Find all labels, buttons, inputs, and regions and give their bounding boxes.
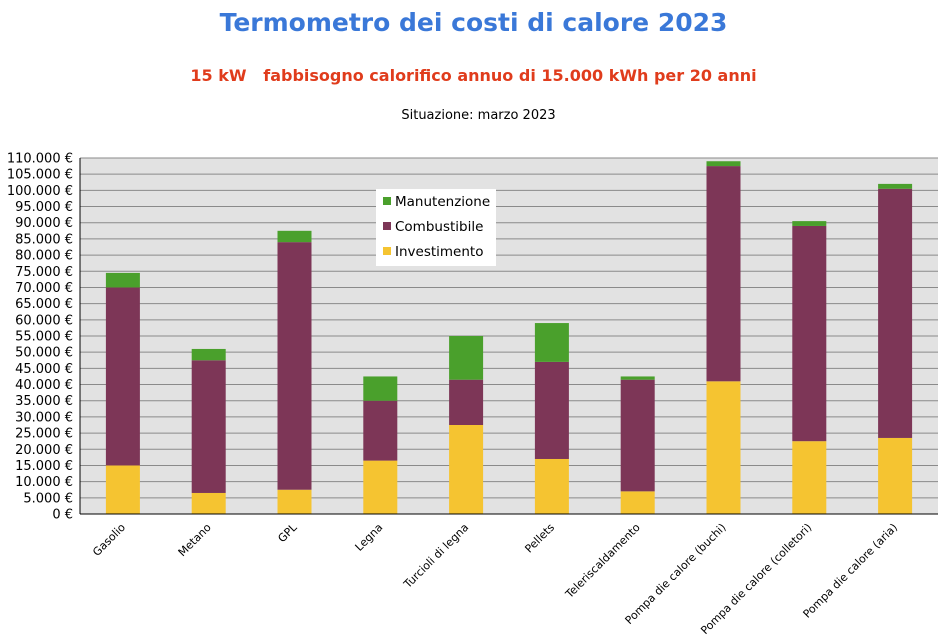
legend-item-combustibile: Combustibile <box>383 219 483 239</box>
y-tick-label: 50.000 € <box>15 346 73 361</box>
y-tick-label: 80.000 € <box>15 249 73 264</box>
status-date: Situazione: marzo 2023 <box>401 108 556 123</box>
y-tick-label: 35.000 € <box>15 394 73 409</box>
x-tick-label: Turcioli di legna <box>401 521 472 592</box>
bar-manutenzione <box>191 348 226 361</box>
bar-combustibile <box>105 287 140 466</box>
y-tick-label: 25.000 € <box>15 427 73 442</box>
bar-combustibile <box>449 379 484 425</box>
x-tick-label: Pompa die calore (buchi) <box>623 521 729 627</box>
y-tick-label: 10.000 € <box>15 475 73 490</box>
y-tick-label: 45.000 € <box>15 362 73 377</box>
bar-combustibile <box>363 400 398 461</box>
y-tick-label: 40.000 € <box>15 378 73 393</box>
bar-manutenzione <box>277 230 312 243</box>
y-tick-label: 15.000 € <box>15 459 73 474</box>
bar-manutenzione <box>706 161 741 167</box>
bar-investimento <box>534 458 569 514</box>
bar-investimento <box>449 425 484 514</box>
chart-legend: Manutenzione Combustibile Investimento <box>376 189 496 266</box>
y-tick-label: 110.000 € <box>7 152 73 167</box>
chart-title: Termometro dei costi di calore 2023 <box>219 8 728 37</box>
legend-item-manutenzione: Manutenzione <box>383 194 490 214</box>
bar-manutenzione <box>620 376 655 380</box>
y-tick-label: 90.000 € <box>15 216 73 231</box>
bar-combustibile <box>792 225 827 442</box>
x-tick-label: Metano <box>176 521 214 559</box>
bar-investimento <box>792 441 827 514</box>
y-tick-label: 30.000 € <box>15 410 73 425</box>
legend-swatch-investimento <box>383 247 391 255</box>
y-tick-label: 5.000 € <box>23 491 73 506</box>
x-tick-label: Pellets <box>522 521 557 556</box>
bar-investimento <box>277 489 312 514</box>
bar-combustibile <box>534 361 569 459</box>
y-tick-label: 60.000 € <box>15 313 73 328</box>
y-tick-label: 100.000 € <box>7 184 73 199</box>
bar-combustibile <box>191 360 226 493</box>
y-tick-label: 65.000 € <box>15 297 73 312</box>
bar-investimento <box>363 460 398 514</box>
x-tick-label: Teleriscaldamento <box>562 521 643 602</box>
legend-label-investimento: Investimento <box>395 244 484 260</box>
bar-investimento <box>878 437 913 514</box>
legend-label-combustibile: Combustibile <box>395 219 484 235</box>
x-tick-label: Legna <box>353 521 386 554</box>
y-tick-label: 105.000 € <box>7 168 73 183</box>
bar-combustibile <box>620 379 655 492</box>
bar-combustibile <box>878 188 913 438</box>
bar-investimento <box>620 491 655 514</box>
bar-investimento <box>105 465 140 514</box>
bar-manutenzione <box>792 221 827 226</box>
y-tick-label: 85.000 € <box>15 232 73 247</box>
x-tick-label: Gasolio <box>90 521 128 559</box>
x-tick-label: GPL <box>275 520 300 545</box>
x-tick-label: Pompa die calore (aria) <box>801 521 901 621</box>
bar-combustibile <box>706 166 741 382</box>
bar-manutenzione <box>878 183 913 189</box>
legend-label-manutenzione: Manutenzione <box>395 194 491 210</box>
bar-investimento <box>706 381 741 514</box>
legend-item-investimento: Investimento <box>383 244 483 264</box>
bar-manutenzione <box>105 272 140 288</box>
y-tick-label: 95.000 € <box>15 200 73 215</box>
y-tick-label: 0 € <box>52 508 73 523</box>
y-tick-label: 75.000 € <box>15 265 73 280</box>
y-tick-label: 55.000 € <box>15 330 73 345</box>
bar-manutenzione <box>363 376 398 401</box>
legend-swatch-manutenzione <box>383 197 391 205</box>
bar-combustibile <box>277 242 312 490</box>
y-tick-label: 70.000 € <box>15 281 73 296</box>
chart-subtitle: 15 kW fabbisogno calorifico annuo di 15.… <box>190 66 757 85</box>
bar-manutenzione <box>449 336 484 380</box>
y-tick-label: 20.000 € <box>15 443 73 458</box>
legend-swatch-combustibile <box>383 222 391 230</box>
bar-manutenzione <box>534 323 569 362</box>
bar-investimento <box>191 492 226 514</box>
